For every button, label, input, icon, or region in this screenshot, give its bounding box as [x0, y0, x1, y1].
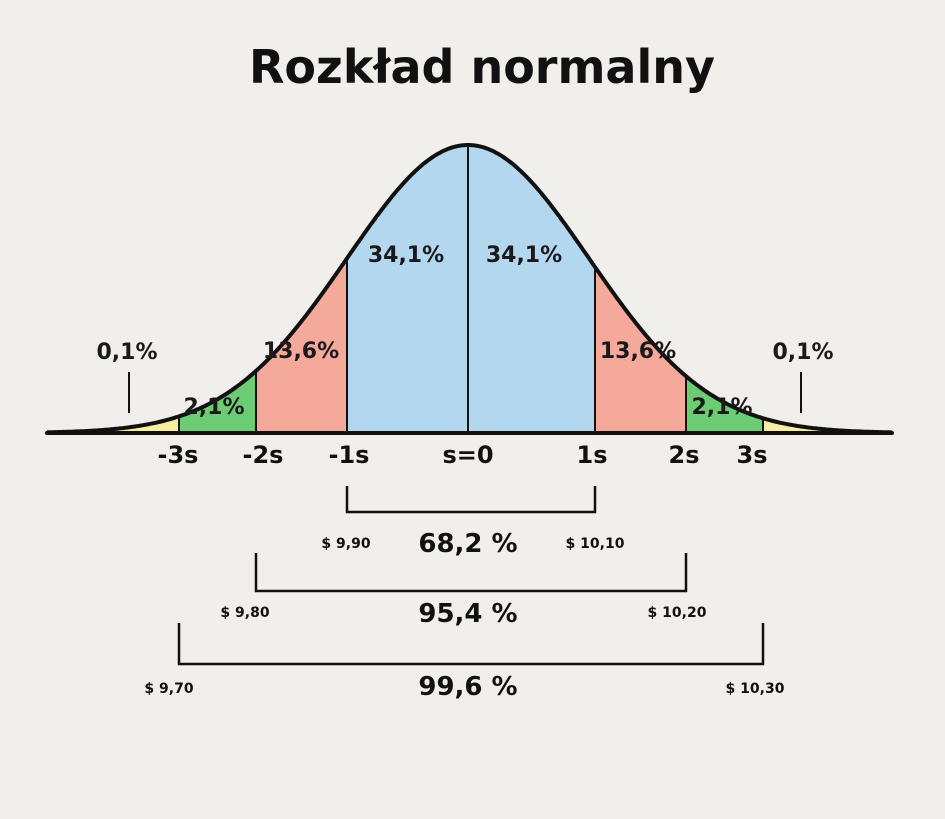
sigma-dividers [178, 145, 764, 433]
diagram-title: Rozkład normalny [249, 40, 715, 94]
label-outer-right: 2,1% [691, 395, 752, 420]
price-low-3s: $ 9,70 [144, 681, 193, 697]
bracket-3s [177, 623, 765, 666]
tick-mean: s=0 [442, 441, 493, 469]
center-left-region [347, 145, 468, 433]
tick-plus-1s: 1s [577, 441, 608, 469]
curve-regions [47, 145, 892, 433]
coverage-1s: 68,2 % [418, 529, 517, 559]
coverage-3s: 99,6 % [418, 672, 517, 702]
label-tail-left: 0,1% [96, 340, 157, 365]
tick-minus-1s: -1s [329, 441, 370, 469]
coverage-2s: 95,4 % [418, 599, 517, 629]
label-outer-left: 2,1% [183, 395, 244, 420]
center-right-region [468, 145, 595, 433]
tick-minus-3s: -3s [158, 441, 199, 469]
label-mid-left: 13,6% [263, 339, 339, 364]
tail-right-region [763, 418, 892, 433]
tick-plus-2s: 2s [669, 441, 700, 469]
range-brackets [177, 486, 765, 666]
outer-left-region [179, 370, 256, 433]
label-mid-right: 13,6% [600, 339, 676, 364]
bell-curve-outline [47, 143, 893, 435]
label-center-left: 34,1% [368, 243, 444, 268]
label-tail-right: 0,1% [772, 340, 833, 365]
price-high-2s: $ 10,20 [648, 605, 707, 621]
price-low-1s: $ 9,90 [321, 536, 370, 552]
bracket-2s [254, 553, 688, 593]
price-low-2s: $ 9,80 [220, 605, 269, 621]
bracket-1s [345, 486, 597, 514]
mid-left-region [256, 258, 347, 433]
label-center-right: 34,1% [486, 243, 562, 268]
tick-minus-2s: -2s [243, 441, 284, 469]
tail-left-region [47, 416, 179, 433]
price-high-1s: $ 10,10 [566, 536, 625, 552]
price-high-3s: $ 10,30 [726, 681, 785, 697]
mid-right-region [595, 267, 686, 433]
tick-plus-3s: 3s [737, 441, 768, 469]
